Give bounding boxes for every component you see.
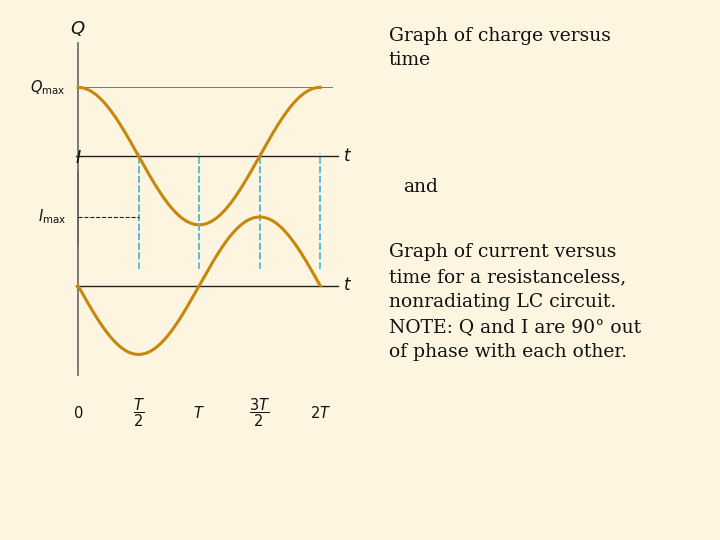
Text: $T$: $T$ (193, 405, 205, 421)
Text: $Q$: $Q$ (71, 19, 86, 38)
Text: $Q_{\mathrm{max}}$: $Q_{\mathrm{max}}$ (30, 78, 66, 97)
Text: $0$: $0$ (73, 405, 84, 421)
Text: $t$: $t$ (343, 277, 352, 294)
Text: Graph of current versus
time for a resistanceless,
nonradiating LC circuit.
NOTE: Graph of current versus time for a resis… (389, 243, 641, 361)
Text: $t$: $t$ (343, 147, 352, 165)
Text: $\dfrac{T}{2}$: $\dfrac{T}{2}$ (132, 396, 145, 429)
Text: $\dfrac{3T}{2}$: $\dfrac{3T}{2}$ (249, 396, 270, 429)
Text: $I$: $I$ (75, 150, 81, 167)
Text: $2T$: $2T$ (310, 405, 330, 421)
Text: $I_{\mathrm{max}}$: $I_{\mathrm{max}}$ (37, 208, 66, 226)
Text: Graph of charge versus
time: Graph of charge versus time (389, 27, 611, 69)
Text: and: and (403, 178, 438, 196)
